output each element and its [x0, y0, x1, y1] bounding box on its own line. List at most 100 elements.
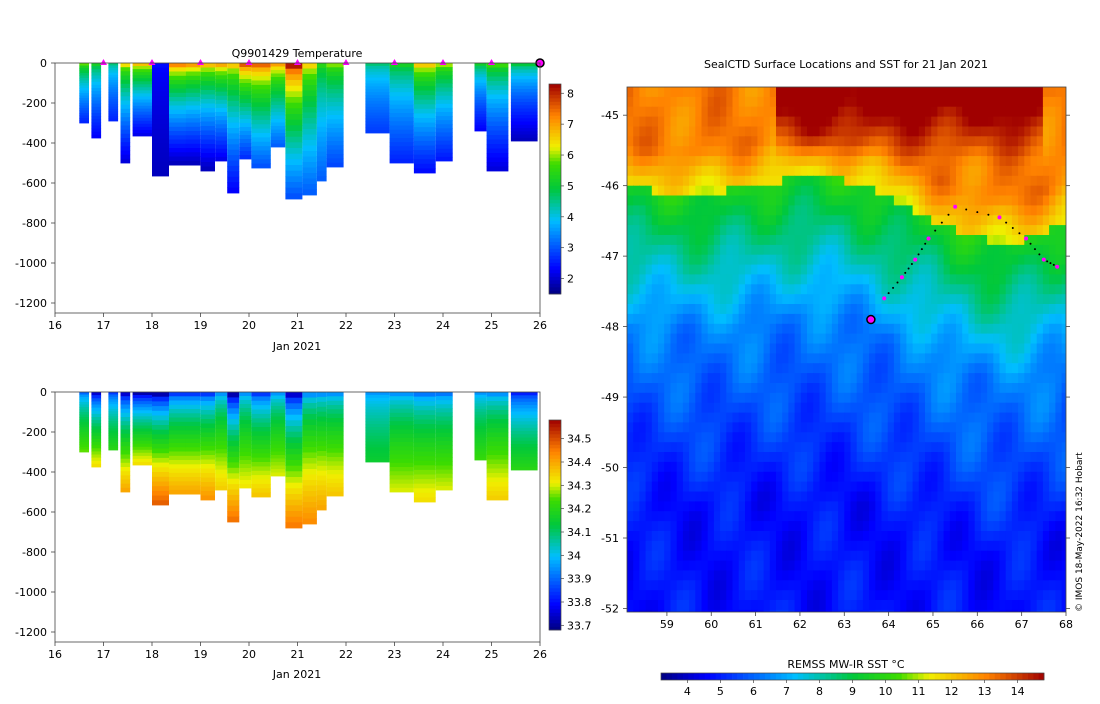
sst-cell	[664, 284, 671, 295]
profile-cell	[251, 102, 270, 107]
sst-cell	[646, 314, 653, 325]
sst-cell	[689, 255, 696, 266]
sst-cell	[944, 294, 951, 305]
sst-cell	[894, 146, 901, 157]
colorbar-swatch	[549, 511, 561, 515]
sst-cell	[770, 314, 777, 325]
sst-cell	[652, 186, 659, 197]
profile-cell	[133, 127, 152, 130]
profile-cell	[215, 482, 227, 487]
sst-cell	[708, 492, 715, 503]
sst-cell	[671, 156, 678, 167]
sst-cell	[671, 284, 678, 295]
sst-cell	[832, 255, 839, 266]
sst-cell	[894, 393, 901, 404]
profile-cell	[169, 464, 186, 469]
profile-cell	[152, 129, 169, 134]
sst-cell	[1037, 176, 1044, 187]
sst-cell	[913, 403, 920, 414]
sst-cell	[1037, 294, 1044, 305]
sst-cell	[720, 166, 727, 177]
sst-cell	[913, 294, 920, 305]
sst-cell	[751, 452, 758, 463]
profile-cell	[475, 443, 487, 446]
sst-cell	[826, 304, 833, 315]
profile-cell	[285, 171, 302, 177]
sst-cell	[956, 225, 963, 236]
sst-cell	[683, 107, 690, 118]
sst-cell	[745, 472, 752, 483]
sst-cell	[683, 393, 690, 404]
sst-cell	[1055, 511, 1062, 522]
sst-cell	[962, 383, 969, 394]
sst-cell	[788, 422, 795, 433]
sst-cell	[714, 156, 721, 167]
sst-cell	[627, 521, 634, 532]
profile-cell	[475, 120, 487, 123]
sst-cell	[1031, 87, 1038, 98]
profile-cell	[365, 404, 389, 407]
sst-cell	[745, 127, 752, 138]
colorbar-swatch	[549, 186, 561, 190]
sst-cell	[863, 87, 870, 98]
sst-cell	[1018, 334, 1025, 345]
sst-cell	[1012, 107, 1019, 118]
sst-cell	[875, 334, 882, 345]
sst-cell	[962, 235, 969, 246]
sst-cell	[919, 403, 926, 414]
profile-cell	[239, 448, 251, 452]
sst-cell	[726, 255, 733, 266]
profile-cell	[317, 83, 327, 88]
profile-cell	[487, 104, 509, 109]
sst-cell	[664, 344, 671, 355]
profile-cell	[201, 68, 216, 73]
sst-cell	[968, 255, 975, 266]
sst-cell	[857, 97, 864, 108]
sst-cell	[937, 265, 944, 276]
profile-cell	[302, 425, 317, 431]
sst-cell	[894, 422, 901, 433]
sst-cell	[1018, 442, 1025, 453]
sst-cell	[875, 472, 882, 483]
sst-cell	[764, 353, 771, 364]
sst-cell	[757, 383, 764, 394]
sst-cell	[956, 373, 963, 384]
sst-cell	[820, 176, 827, 187]
sst-cell	[882, 205, 889, 216]
sst-cell	[1055, 363, 1062, 374]
sst-cell	[832, 136, 839, 147]
sst-cell	[1012, 136, 1019, 147]
sst-cell	[1000, 511, 1007, 522]
sst-cell	[981, 324, 988, 335]
profile-column	[414, 63, 436, 173]
profile-cell	[121, 488, 131, 493]
sst-cell	[857, 255, 864, 266]
profile-cell	[121, 80, 131, 85]
sst-cell	[714, 304, 721, 315]
profile-cell	[201, 451, 216, 456]
sst-cell	[708, 146, 715, 157]
sst-cell	[1006, 413, 1013, 424]
sst-cell	[950, 146, 957, 157]
sst-cell	[956, 551, 963, 562]
sst-cell	[925, 87, 932, 98]
profile-cell	[302, 469, 317, 475]
sst-cell	[683, 363, 690, 374]
sst-cell	[869, 284, 876, 295]
profile-cell	[487, 415, 509, 420]
sst-cell	[795, 561, 802, 572]
profile-cell	[186, 148, 201, 153]
sst-cell	[888, 225, 895, 236]
sst-cell	[677, 117, 684, 128]
profile-cell	[271, 119, 286, 123]
sst-cell	[720, 274, 727, 285]
sst-cell	[677, 511, 684, 522]
sst-cell	[733, 551, 740, 562]
profile-cell	[201, 122, 216, 127]
sst-cell	[1024, 284, 1031, 295]
sst-cell	[720, 432, 727, 443]
sst-cell	[739, 413, 746, 424]
profile-cell	[79, 118, 89, 121]
profile-cell	[108, 85, 118, 88]
sst-cell	[1024, 452, 1031, 463]
